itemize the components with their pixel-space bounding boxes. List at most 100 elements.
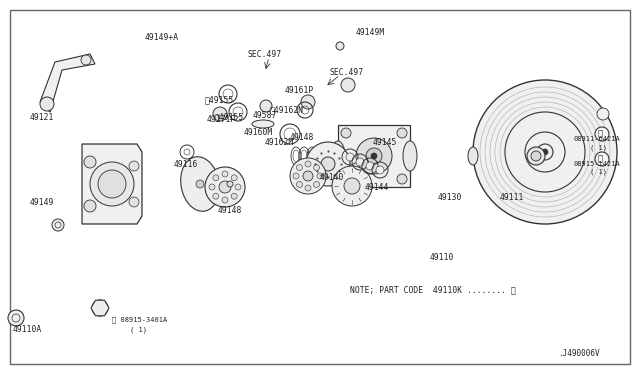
Text: 49171P: 49171P [207,115,236,124]
Circle shape [260,100,272,112]
Text: ⓐ49155: ⓐ49155 [205,96,234,105]
Text: .J490006V: .J490006V [558,350,600,359]
Circle shape [52,219,64,231]
Text: 49160M: 49160M [244,128,273,137]
Circle shape [84,200,96,212]
Text: 49144: 49144 [365,183,389,192]
Polygon shape [40,54,95,112]
Circle shape [293,173,299,179]
Text: 49148: 49148 [218,205,243,215]
Circle shape [305,185,311,191]
Text: ⓐ49155: ⓐ49155 [215,112,244,122]
Circle shape [346,153,354,161]
Text: 49149: 49149 [30,198,54,206]
Circle shape [81,55,91,65]
Ellipse shape [180,157,220,211]
Circle shape [296,164,303,170]
Circle shape [222,197,228,203]
Text: 49587: 49587 [253,110,277,119]
Circle shape [371,153,377,159]
Bar [338,125,410,187]
Circle shape [231,193,237,199]
Circle shape [227,181,233,187]
Circle shape [344,178,360,194]
Text: 49161P: 49161P [285,86,314,94]
Circle shape [473,80,617,224]
Text: 49130: 49130 [438,192,462,202]
Circle shape [341,128,351,138]
Circle shape [595,127,609,141]
Text: 49140: 49140 [320,173,344,182]
Circle shape [219,181,231,193]
Text: 08911-6421A: 08911-6421A [574,136,621,142]
Polygon shape [82,144,142,224]
Circle shape [306,142,350,186]
Circle shape [366,162,374,170]
Circle shape [235,184,241,190]
Circle shape [213,175,219,181]
Circle shape [40,97,54,111]
Text: 49149M: 49149M [356,28,385,36]
Text: 49110: 49110 [430,253,454,262]
Text: ⓐ49162N: ⓐ49162N [270,106,304,115]
Circle shape [129,161,139,171]
Circle shape [213,193,219,199]
Text: 49149+A: 49149+A [145,32,179,42]
Circle shape [231,175,237,181]
Text: 08915-1421A: 08915-1421A [574,161,621,167]
Text: 49110A: 49110A [13,326,42,334]
Ellipse shape [403,141,417,171]
Circle shape [209,184,215,190]
Polygon shape [91,300,109,316]
Circle shape [341,78,355,92]
Circle shape [542,149,548,155]
Circle shape [314,164,319,170]
Circle shape [397,174,407,184]
Circle shape [290,158,326,194]
Ellipse shape [252,120,274,128]
Circle shape [356,138,392,174]
Circle shape [305,161,311,167]
Circle shape [213,107,227,121]
Circle shape [595,152,609,166]
Circle shape [341,174,351,184]
Circle shape [527,147,545,165]
Text: 49116: 49116 [174,160,198,169]
Circle shape [321,157,335,171]
Circle shape [397,128,407,138]
Circle shape [366,148,382,164]
Ellipse shape [468,147,478,165]
Text: Ⓟ: Ⓟ [598,154,602,164]
Text: ( 1): ( 1) [590,145,607,151]
Ellipse shape [331,141,345,171]
Circle shape [356,158,364,166]
Circle shape [531,151,541,161]
Text: SEC.497: SEC.497 [330,67,364,77]
Text: 49148: 49148 [290,132,314,141]
Text: 49121: 49121 [30,112,54,122]
Text: 49162M: 49162M [265,138,294,147]
Circle shape [90,162,134,206]
Text: 49111: 49111 [500,192,524,202]
Circle shape [303,171,313,181]
Circle shape [84,156,96,168]
Circle shape [296,182,303,187]
Text: ( 1): ( 1) [590,169,607,175]
Text: Ⓝ 08915-3401A: Ⓝ 08915-3401A [112,317,167,323]
Circle shape [317,173,323,179]
Circle shape [129,197,139,207]
Circle shape [332,166,372,206]
Circle shape [336,42,344,50]
Circle shape [92,300,108,316]
Circle shape [597,108,609,120]
Circle shape [8,310,24,326]
Circle shape [205,167,245,207]
Circle shape [222,171,228,177]
Circle shape [301,95,315,109]
Text: Ⓝ: Ⓝ [598,129,602,138]
Text: NOTE; PART CODE  49110K ........ ⓐ: NOTE; PART CODE 49110K ........ ⓐ [350,285,516,295]
Text: SEC.497: SEC.497 [248,49,282,58]
Text: ( 1): ( 1) [130,327,147,333]
Text: 49145: 49145 [373,138,397,147]
Circle shape [376,166,384,174]
